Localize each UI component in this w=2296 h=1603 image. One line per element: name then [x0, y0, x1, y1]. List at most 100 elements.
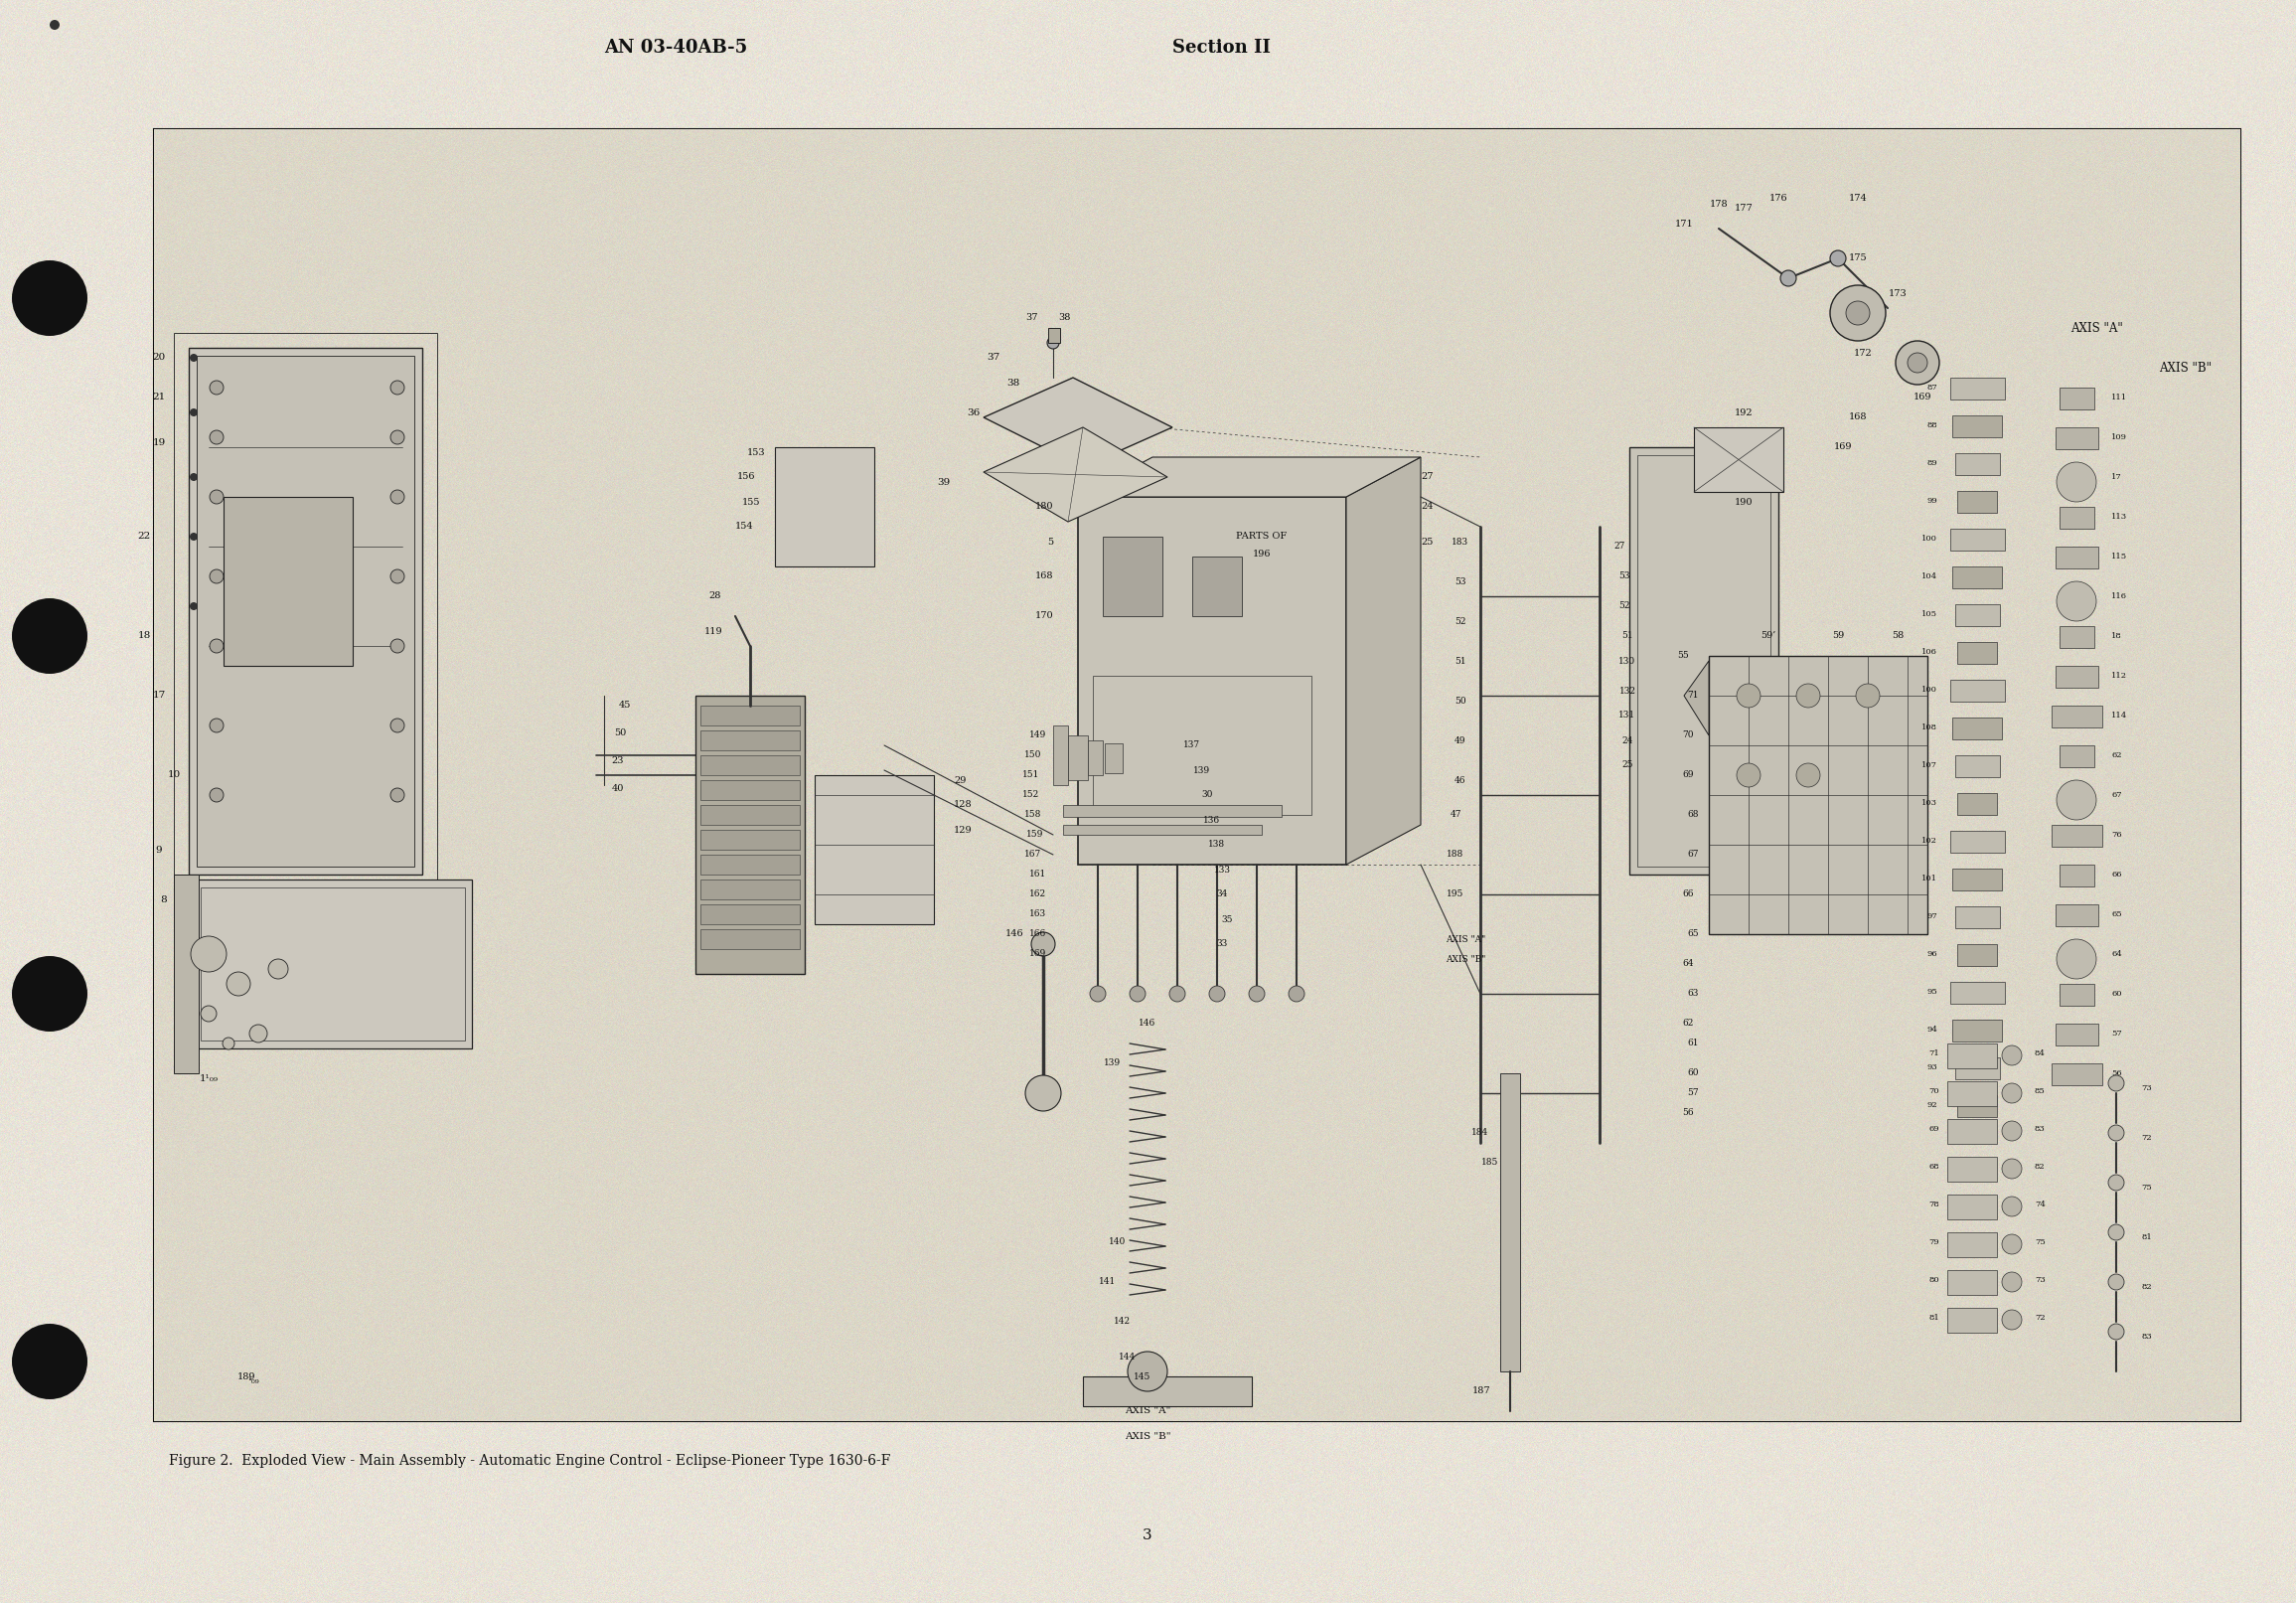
Text: 176: 176: [1770, 194, 1789, 204]
Text: 82: 82: [2140, 1282, 2151, 1290]
Text: 75: 75: [2140, 1183, 2151, 1191]
Text: 61: 61: [1688, 1039, 1699, 1048]
Circle shape: [2108, 1225, 2124, 1241]
Text: 109: 109: [2112, 433, 2126, 441]
Bar: [700, 755, 799, 776]
Text: 71: 71: [1688, 691, 1699, 701]
Text: 119: 119: [705, 627, 723, 635]
Circle shape: [200, 1005, 216, 1021]
Text: 40: 40: [611, 784, 625, 793]
Circle shape: [2108, 1125, 2124, 1141]
Bar: [1956, 604, 2000, 627]
Circle shape: [191, 409, 197, 417]
Text: 173: 173: [1887, 289, 1908, 298]
Text: 51: 51: [1621, 632, 1632, 641]
Text: 161: 161: [1029, 870, 1047, 878]
Text: 153: 153: [746, 447, 765, 457]
Circle shape: [191, 473, 197, 481]
Text: 140: 140: [1109, 1238, 1127, 1247]
Circle shape: [209, 789, 223, 802]
Text: 25: 25: [1421, 537, 1433, 547]
Bar: [1949, 830, 2004, 853]
Circle shape: [1830, 250, 1846, 266]
Bar: [1947, 1308, 1998, 1332]
Text: 28: 28: [709, 592, 721, 601]
Text: 52: 52: [1456, 617, 1467, 625]
Text: 149: 149: [1029, 731, 1047, 741]
Text: 163: 163: [1029, 911, 1047, 919]
Bar: [2053, 1063, 2103, 1085]
Circle shape: [2057, 582, 2096, 620]
Circle shape: [51, 19, 60, 30]
Text: 183: 183: [1451, 537, 1469, 547]
Bar: [1947, 1157, 1998, 1181]
Text: 185: 185: [1481, 1159, 1499, 1167]
Text: 93: 93: [1926, 1063, 1938, 1071]
Bar: [1952, 718, 2002, 739]
Text: 72: 72: [2140, 1133, 2151, 1141]
Bar: [1949, 680, 2004, 702]
Bar: [2060, 864, 2094, 886]
Text: 96: 96: [1926, 951, 1938, 959]
Circle shape: [1026, 1076, 1061, 1111]
Bar: [1093, 676, 1311, 814]
Bar: [2055, 904, 2099, 927]
Text: 162: 162: [1029, 890, 1047, 899]
Text: 79: 79: [1929, 1238, 1940, 1246]
Text: 169: 169: [1029, 949, 1047, 959]
Text: 144: 144: [1118, 1351, 1137, 1361]
Text: 59: 59: [1832, 632, 1844, 641]
Bar: [1956, 755, 2000, 777]
Text: 19: 19: [152, 438, 165, 447]
Text: 18: 18: [2112, 632, 2122, 640]
Text: 192: 192: [1733, 407, 1752, 417]
Text: 132: 132: [1619, 686, 1635, 696]
Text: 37: 37: [1026, 314, 1038, 322]
Bar: [700, 805, 799, 826]
Text: 5: 5: [1047, 537, 1054, 547]
Text: 27: 27: [1614, 542, 1626, 551]
Text: 64: 64: [1683, 960, 1694, 968]
Bar: [1956, 1058, 2000, 1079]
Text: 100: 100: [1922, 535, 1938, 542]
Text: 116: 116: [2112, 592, 2126, 600]
Text: 84: 84: [2034, 1050, 2046, 1058]
Circle shape: [2108, 1076, 2124, 1092]
Text: 115: 115: [2112, 553, 2126, 561]
Text: 169: 169: [1913, 393, 1931, 402]
Text: 74: 74: [2034, 1201, 2046, 1209]
Text: 33: 33: [1217, 939, 1228, 949]
Bar: [174, 333, 436, 890]
Text: 63: 63: [1688, 989, 1699, 999]
Text: 17: 17: [2112, 473, 2122, 481]
Bar: [1694, 428, 1784, 492]
Text: 88: 88: [1926, 422, 1938, 430]
Bar: [700, 930, 799, 949]
Text: 106: 106: [1922, 648, 1938, 656]
Text: 3: 3: [1143, 1529, 1153, 1542]
Text: 152: 152: [1022, 790, 1040, 800]
Text: 150: 150: [1024, 750, 1042, 760]
Text: 39: 39: [937, 478, 951, 486]
Bar: [1068, 736, 1088, 781]
Text: 190: 190: [1733, 497, 1752, 507]
Circle shape: [390, 569, 404, 583]
Text: 146: 146: [1006, 930, 1024, 939]
Text: 85: 85: [2034, 1087, 2046, 1095]
Text: 154: 154: [735, 523, 753, 531]
Text: 89: 89: [1926, 458, 1938, 466]
Text: 175: 175: [1848, 253, 1867, 263]
Circle shape: [1908, 353, 1926, 372]
Bar: [700, 731, 799, 750]
Text: 188: 188: [1446, 850, 1465, 859]
Text: 172: 172: [1853, 348, 1871, 357]
Text: 76: 76: [2112, 830, 2122, 838]
Circle shape: [1779, 271, 1795, 287]
Bar: [700, 781, 799, 800]
Circle shape: [11, 598, 87, 673]
Bar: [1952, 869, 2002, 890]
Circle shape: [2002, 1196, 2023, 1217]
Text: 60: 60: [1688, 1069, 1699, 1077]
Text: 66: 66: [1683, 890, 1694, 899]
Text: Figure 2.  Exploded View - Main Assembly - Automatic Engine Control - Eclipse-Pi: Figure 2. Exploded View - Main Assembly …: [170, 1454, 891, 1468]
